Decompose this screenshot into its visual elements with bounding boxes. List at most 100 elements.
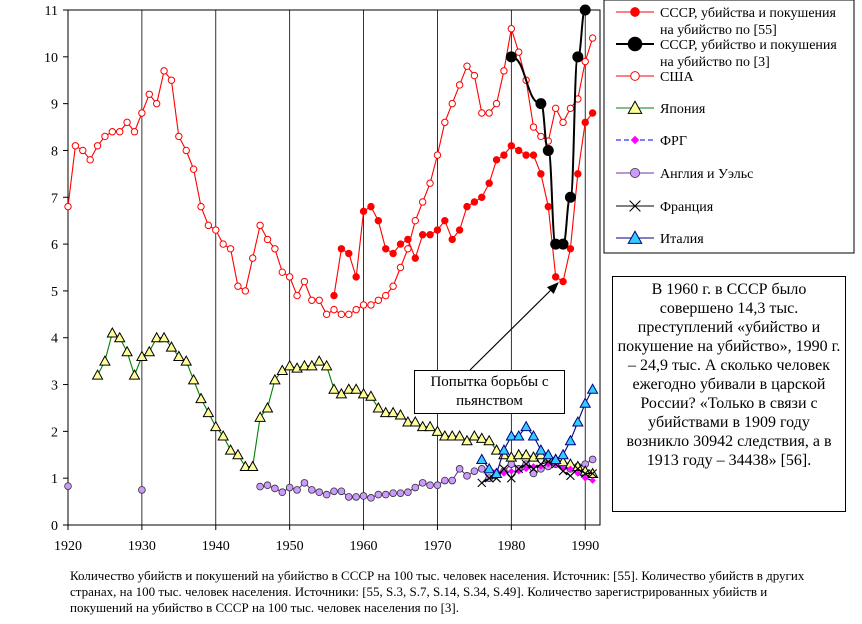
data-point bbox=[278, 268, 286, 276]
data-point bbox=[86, 156, 94, 164]
data-point bbox=[484, 473, 494, 483]
data-point bbox=[330, 291, 338, 300]
data-point bbox=[500, 470, 508, 477]
data-point bbox=[581, 474, 589, 482]
grid-lines bbox=[67, 9, 601, 526]
series-6 bbox=[477, 457, 597, 488]
data-point bbox=[394, 408, 407, 420]
data-point bbox=[627, 100, 643, 114]
data-point bbox=[350, 383, 363, 394]
data-point bbox=[209, 420, 222, 432]
data-point bbox=[418, 198, 427, 206]
data-point bbox=[374, 296, 383, 304]
data-point bbox=[485, 109, 493, 117]
legend-item: СССР, убийство и покушения на убийство по… bbox=[616, 36, 837, 70]
x-tick-label: 1920 bbox=[54, 539, 82, 554]
data-point bbox=[574, 170, 582, 178]
data-point bbox=[470, 467, 479, 475]
data-point bbox=[217, 430, 230, 441]
data-point bbox=[441, 216, 449, 225]
data-point bbox=[396, 263, 405, 272]
y-tick-label: 4 bbox=[51, 332, 58, 347]
data-point bbox=[187, 373, 200, 385]
data-point bbox=[520, 448, 532, 460]
data-point bbox=[293, 486, 301, 494]
data-point bbox=[588, 109, 597, 117]
data-point bbox=[453, 430, 466, 441]
data-point bbox=[630, 135, 640, 145]
series-7 bbox=[475, 383, 599, 478]
data-point bbox=[566, 471, 575, 481]
data-point bbox=[256, 482, 264, 491]
data-point bbox=[529, 123, 538, 131]
data-point bbox=[418, 231, 427, 239]
data-point bbox=[389, 282, 397, 290]
data-point bbox=[263, 235, 272, 244]
data-point bbox=[315, 296, 323, 304]
data-point bbox=[300, 277, 309, 286]
data-point bbox=[463, 472, 471, 480]
data-point bbox=[492, 99, 501, 108]
y-tick-label: 3 bbox=[51, 379, 58, 394]
data-point bbox=[167, 76, 176, 84]
series-3 bbox=[91, 327, 599, 478]
data-point bbox=[514, 464, 524, 474]
legend-item: СССР, убийства и покушения на убийство по… bbox=[616, 6, 837, 38]
data-point bbox=[567, 465, 574, 473]
data-point bbox=[322, 490, 331, 499]
data-point bbox=[99, 355, 111, 366]
data-point bbox=[508, 467, 515, 475]
data-point bbox=[505, 51, 517, 63]
legend-label: Франция bbox=[660, 200, 714, 215]
data-point bbox=[536, 459, 546, 469]
data-point bbox=[535, 444, 547, 455]
data-point bbox=[212, 226, 220, 234]
data-point bbox=[522, 151, 530, 159]
data-point bbox=[396, 240, 405, 248]
data-point bbox=[426, 231, 434, 239]
data-point bbox=[498, 444, 510, 455]
data-point bbox=[521, 459, 531, 469]
data-point bbox=[571, 415, 584, 427]
data-point bbox=[630, 71, 640, 81]
anti-alcohol-callout: Попытка борьбы с пьянством bbox=[414, 370, 565, 414]
data-point bbox=[559, 277, 567, 286]
data-point bbox=[404, 245, 412, 253]
data-point bbox=[160, 67, 168, 75]
data-point bbox=[629, 200, 641, 212]
data-point bbox=[455, 226, 464, 234]
legend-label: Италия bbox=[660, 232, 704, 247]
plot-frame bbox=[67, 9, 601, 526]
data-point bbox=[579, 4, 591, 16]
data-point bbox=[557, 448, 569, 460]
data-point bbox=[387, 406, 399, 418]
data-point bbox=[382, 291, 390, 300]
x-tick-label: 1970 bbox=[423, 539, 451, 554]
y-tick-label: 6 bbox=[51, 238, 58, 253]
data-point bbox=[506, 473, 516, 483]
data-point bbox=[515, 48, 523, 56]
legend-label: США bbox=[660, 70, 694, 85]
data-point bbox=[396, 489, 405, 497]
data-point bbox=[121, 345, 133, 357]
data-point bbox=[359, 207, 368, 216]
data-point bbox=[500, 67, 508, 75]
data-point bbox=[470, 71, 479, 80]
legend-label: Англия и Уэльс bbox=[660, 167, 753, 182]
data-point bbox=[566, 245, 575, 253]
legend-item: ФРГ bbox=[616, 134, 687, 149]
data-point bbox=[239, 460, 252, 471]
data-point bbox=[492, 156, 501, 164]
data-point bbox=[278, 488, 287, 497]
data-point bbox=[256, 221, 264, 230]
data-point bbox=[573, 464, 583, 474]
data-point bbox=[490, 444, 503, 455]
data-point bbox=[475, 432, 488, 443]
data-point bbox=[389, 489, 397, 497]
data-point bbox=[551, 104, 560, 113]
data-point bbox=[367, 301, 375, 309]
data-point bbox=[158, 331, 170, 343]
data-point bbox=[529, 151, 538, 159]
data-point bbox=[630, 7, 640, 17]
data-point bbox=[128, 369, 141, 380]
